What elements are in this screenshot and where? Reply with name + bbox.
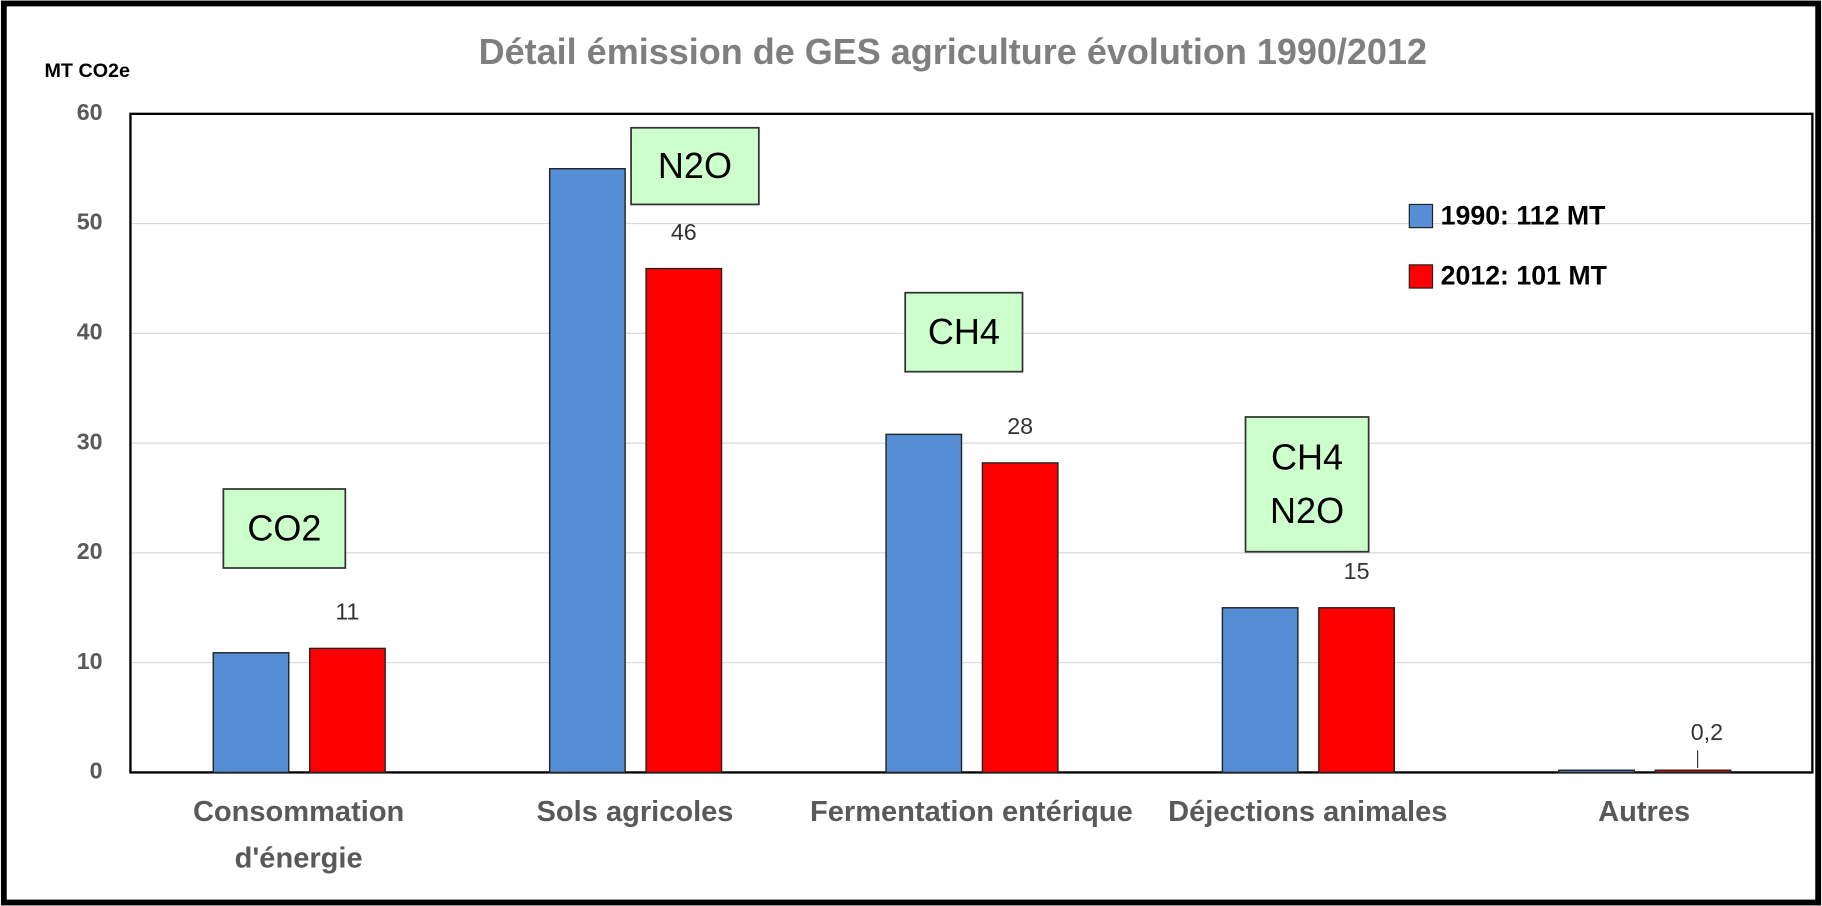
data-label: 46 (671, 219, 697, 245)
data-label: 15 (1344, 558, 1370, 584)
bar (308, 647, 386, 774)
data-label: 11 (335, 599, 359, 625)
x-tick-label-box: Déjections animales (1168, 795, 1448, 829)
y-tick-label: 30 (77, 428, 103, 454)
y-axis-label: MT CO2e (44, 60, 130, 82)
annotation-text: CO2 (247, 507, 321, 548)
annotation-box (1244, 416, 1370, 553)
y-tick-label: 40 (77, 319, 103, 345)
y-tick-label: 20 (77, 538, 103, 564)
chart-title: Détail émission de GES agriculture évolu… (479, 31, 1427, 72)
bar (1318, 607, 1396, 774)
bar (645, 267, 723, 774)
annotation-text: N2O (658, 145, 732, 186)
legend-swatch (1408, 203, 1434, 229)
annotation-box (222, 488, 347, 569)
legend-label: 2012: 101 MT (1441, 261, 1608, 291)
legend-swatch (1408, 264, 1434, 289)
plot-frame (129, 112, 1814, 774)
x-tick-label: Autres (1598, 795, 1691, 829)
x-tick-label-box: Consommation d'énergie (192, 795, 405, 875)
legend-label: 1990: 112 MT (1441, 200, 1606, 230)
bar (212, 652, 290, 774)
y-tick-label: 10 (77, 648, 103, 674)
y-tick-label: 60 (77, 99, 103, 125)
bar (981, 462, 1059, 774)
y-tick-label: 0 (90, 758, 103, 784)
bar (548, 168, 626, 774)
x-tick-label: Fermentation entérique (810, 795, 1133, 829)
data-label: 0,2 (1691, 719, 1723, 745)
data-label: 28 (1007, 413, 1033, 439)
x-tick-label: Consommation d'énergie (192, 795, 405, 875)
bar (1558, 769, 1635, 774)
x-tick-label-box: Autres (1598, 795, 1691, 829)
x-tick-label: Sols agricoles (536, 795, 734, 829)
bar (1221, 607, 1299, 774)
x-tick-label-box: Fermentation entérique (810, 795, 1133, 829)
bar (1654, 769, 1732, 774)
y-tick-label: 50 (77, 209, 103, 235)
x-tick-label: Déjections animales (1168, 795, 1448, 829)
annotation-box (630, 126, 760, 206)
annotation-text: N2O (1270, 490, 1344, 531)
annotation-box (904, 291, 1024, 373)
x-tick-label-box: Sols agricoles (536, 795, 734, 829)
annotation-text: CH4 (928, 311, 1000, 352)
annotation-text: CH4 (1271, 436, 1343, 477)
bar (885, 433, 963, 774)
